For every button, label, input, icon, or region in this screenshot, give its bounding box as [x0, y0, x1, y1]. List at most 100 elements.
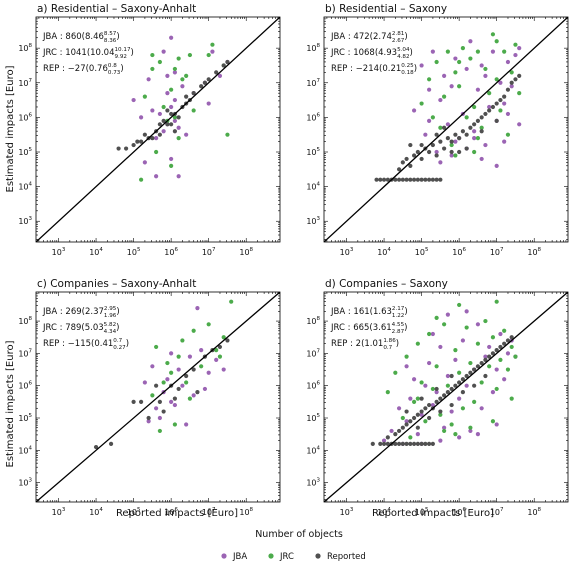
- data-point: [464, 146, 469, 151]
- y-tick-label: 103: [18, 478, 32, 488]
- data-point: [427, 331, 432, 337]
- metric-rep: REP : 2(1.011.86 0.7): [331, 338, 399, 351]
- series-jba: [381, 309, 518, 446]
- data-point: [176, 115, 181, 120]
- data-point: [191, 393, 196, 398]
- legend-marker-reported: [315, 553, 321, 559]
- data-point: [180, 77, 185, 82]
- data-point: [438, 409, 443, 414]
- data-point: [509, 335, 514, 340]
- data-point: [169, 35, 174, 40]
- data-point: [502, 94, 507, 99]
- data-point: [411, 441, 417, 446]
- data-point: [457, 84, 462, 89]
- data-point: [464, 115, 469, 120]
- data-point: [517, 73, 522, 78]
- data-point: [487, 104, 492, 110]
- data-point: [423, 419, 428, 424]
- data-point: [415, 441, 420, 446]
- x-tick-label: 108: [239, 507, 253, 517]
- identity-line: [36, 292, 280, 502]
- legend-label-jrc: JRC: [279, 552, 294, 562]
- data-point: [449, 386, 454, 392]
- data-point: [468, 56, 473, 61]
- data-point: [400, 160, 405, 165]
- data-point: [150, 66, 155, 72]
- x-tick-label: 105: [127, 247, 141, 257]
- data-point: [172, 118, 177, 123]
- x-tick-label: 103: [52, 507, 66, 517]
- data-point: [184, 380, 189, 385]
- data-point: [206, 52, 211, 58]
- x-axis-title-right: Reported impacts [Euro]: [372, 508, 494, 519]
- data-point: [172, 66, 177, 72]
- data-point: [490, 335, 496, 340]
- data-point: [191, 91, 196, 96]
- metric-jba: JBA : 161(1.632.17 1.22): [330, 306, 408, 319]
- data-point: [93, 444, 99, 450]
- data-point: [408, 396, 413, 401]
- data-point: [157, 132, 162, 137]
- data-point: [176, 354, 181, 359]
- data-point: [165, 73, 170, 78]
- data-point: [445, 390, 450, 395]
- data-point: [408, 177, 413, 182]
- x-tick-label: 105: [415, 507, 429, 517]
- metric-jrc: JRC : 789(5.035.82 4.34): [42, 322, 119, 335]
- data-point: [199, 348, 204, 353]
- chart-panel-3: c) Companies – Saxony-Anhalt 103 104 105 106…: [18, 278, 281, 517]
- data-point: [195, 390, 200, 395]
- panel-grid: a) Residential – Saxony-Anhalt 103 104 105 1…: [18, 3, 569, 517]
- data-point: [460, 377, 465, 382]
- legend-label-jba: JBA: [232, 552, 247, 562]
- data-point: [184, 422, 189, 427]
- data-point: [139, 115, 144, 120]
- series-reported: [116, 59, 230, 151]
- y-tick-label: 107: [18, 78, 32, 88]
- data-point: [498, 344, 503, 350]
- y-tick-label: 106: [306, 112, 320, 122]
- data-point: [502, 139, 507, 144]
- data-point: [472, 149, 477, 155]
- data-point: [423, 177, 428, 182]
- data-point: [154, 174, 159, 179]
- data-point: [430, 177, 435, 182]
- data-point: [479, 125, 484, 130]
- data-point: [449, 422, 454, 427]
- data-point: [415, 177, 420, 182]
- data-point: [430, 331, 435, 337]
- data-point: [468, 370, 473, 375]
- data-point: [487, 354, 492, 359]
- y-tick-label: 107: [306, 78, 320, 88]
- data-point: [404, 419, 409, 424]
- data-point: [206, 322, 211, 327]
- data-point: [408, 435, 413, 440]
- data-point: [404, 156, 409, 162]
- data-point: [161, 118, 166, 123]
- y-tick-label: 104: [18, 182, 32, 192]
- plot-frame: [323, 16, 569, 243]
- data-point: [169, 370, 174, 375]
- identity-line: [324, 292, 568, 502]
- data-point: [517, 122, 522, 127]
- plot-frame: [35, 291, 281, 503]
- data-point: [157, 59, 162, 65]
- x-tick-label: 108: [527, 247, 541, 257]
- data-point: [487, 108, 492, 113]
- data-point: [479, 129, 484, 134]
- data-point: [434, 315, 439, 320]
- data-point: [408, 419, 413, 424]
- data-point: [430, 402, 435, 408]
- legend-marker-jba: [221, 553, 227, 559]
- data-point: [460, 46, 465, 51]
- data-point: [472, 399, 477, 404]
- x-tick-label: 104: [377, 247, 391, 257]
- data-point: [165, 377, 170, 382]
- panel-title: a) Residential – Saxony-Anhalt: [37, 3, 196, 15]
- data-point: [483, 357, 488, 362]
- data-point: [434, 390, 439, 395]
- data-point: [509, 70, 514, 75]
- data-point: [404, 441, 409, 446]
- data-point: [195, 306, 200, 311]
- x-tick-label: 105: [415, 247, 429, 257]
